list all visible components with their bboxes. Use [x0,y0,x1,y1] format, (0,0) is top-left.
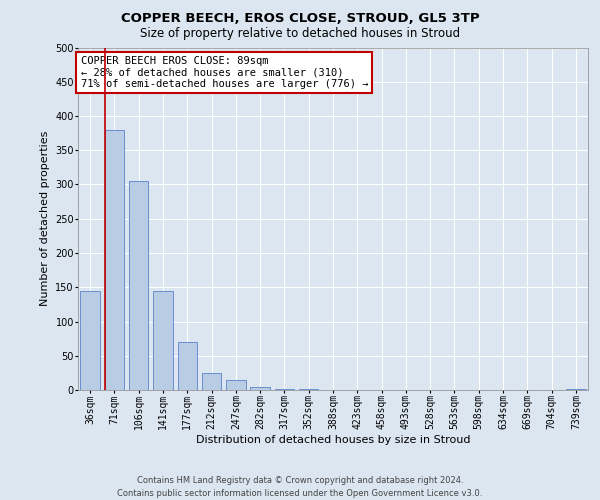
Bar [80,290,100,390]
Bar [226,380,245,390]
Bar [566,388,586,390]
Bar [250,386,270,390]
Bar [129,181,148,390]
Bar [275,388,294,390]
Bar [178,342,197,390]
Text: Contains HM Land Registry data © Crown copyright and database right 2024.
Contai: Contains HM Land Registry data © Crown c… [118,476,482,498]
Text: Size of property relative to detached houses in Stroud: Size of property relative to detached ho… [140,28,460,40]
X-axis label: Distribution of detached houses by size in Stroud: Distribution of detached houses by size … [196,435,470,445]
Bar [202,373,221,390]
Text: COPPER BEECH EROS CLOSE: 89sqm
← 28% of detached houses are smaller (310)
71% of: COPPER BEECH EROS CLOSE: 89sqm ← 28% of … [80,56,368,90]
Text: COPPER BEECH, EROS CLOSE, STROUD, GL5 3TP: COPPER BEECH, EROS CLOSE, STROUD, GL5 3T… [121,12,479,26]
Bar [105,130,124,390]
Bar [153,290,173,390]
Y-axis label: Number of detached properties: Number of detached properties [40,131,50,306]
